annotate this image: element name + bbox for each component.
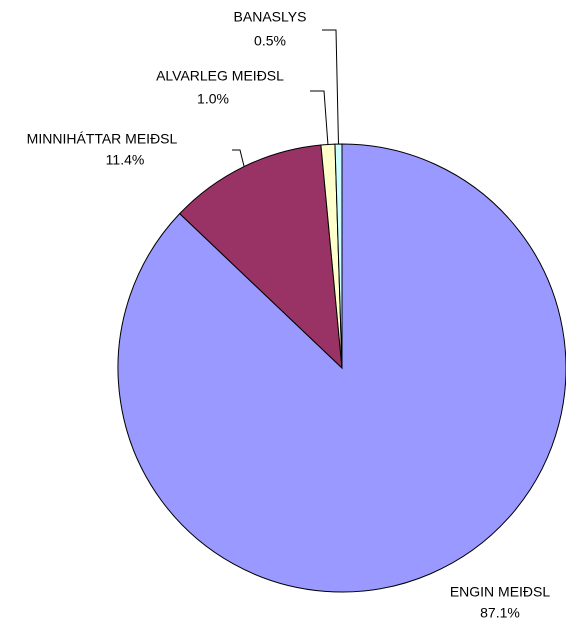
slice-value-label: 1.0% [197,91,229,107]
leader-line [322,29,339,145]
slice-label: BANASLYS [234,9,307,25]
slice-value-label: 0.5% [254,33,286,49]
slice-label: ALVARLEG MEIÐSL [156,68,284,84]
slice-label: MINNIHÁTTAR MEIÐSL [27,131,178,147]
slice-value-label: 87.1% [480,605,520,621]
leader-line [232,149,245,167]
pie-slice [178,144,343,370]
leader-line [310,90,329,145]
pie-slice [334,143,343,369]
slice-label: ENGIN MEIÐSL [450,584,551,600]
slice-value-label: 11.4% [106,152,145,168]
